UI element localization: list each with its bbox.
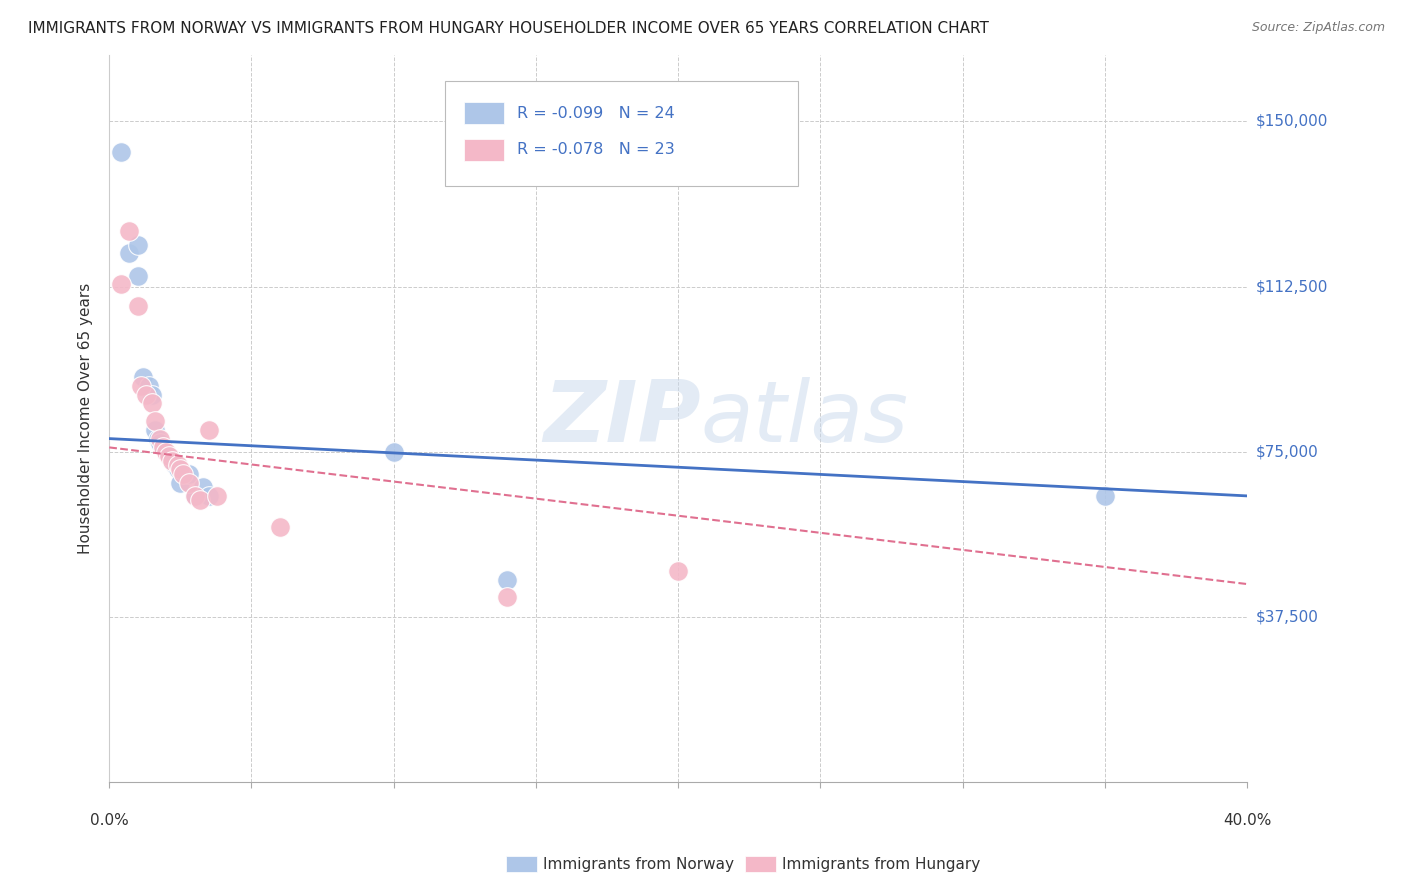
- Bar: [464, 139, 505, 161]
- Point: [129, 378, 152, 392]
- Point: [169, 475, 191, 490]
- Point: [146, 432, 169, 446]
- Point: [160, 453, 183, 467]
- Point: [496, 591, 519, 605]
- Text: $150,000: $150,000: [1256, 114, 1327, 128]
- Y-axis label: Householder Income Over 65 years: Householder Income Over 65 years: [79, 283, 93, 555]
- Point: [172, 467, 194, 481]
- Point: [188, 493, 211, 508]
- Bar: [464, 103, 505, 124]
- Point: [152, 441, 174, 455]
- Text: ZIP: ZIP: [543, 377, 700, 460]
- Point: [496, 573, 519, 587]
- Point: [166, 462, 188, 476]
- Point: [169, 462, 191, 476]
- Point: [198, 423, 221, 437]
- FancyBboxPatch shape: [444, 80, 797, 186]
- Point: [132, 370, 155, 384]
- Point: [138, 378, 160, 392]
- Point: [152, 441, 174, 455]
- Text: $112,500: $112,500: [1256, 279, 1327, 294]
- Point: [166, 458, 188, 472]
- Point: [127, 237, 149, 252]
- Point: [1094, 489, 1116, 503]
- Point: [163, 458, 186, 472]
- Text: $75,000: $75,000: [1256, 444, 1317, 459]
- Point: [177, 475, 200, 490]
- Point: [155, 445, 177, 459]
- Point: [149, 436, 172, 450]
- Point: [198, 489, 221, 503]
- Point: [118, 246, 141, 260]
- Point: [155, 445, 177, 459]
- Point: [143, 414, 166, 428]
- Point: [269, 520, 291, 534]
- Point: [149, 432, 172, 446]
- Text: IMMIGRANTS FROM NORWAY VS IMMIGRANTS FROM HUNGARY HOUSEHOLDER INCOME OVER 65 YEA: IMMIGRANTS FROM NORWAY VS IMMIGRANTS FRO…: [28, 21, 988, 36]
- Point: [207, 489, 229, 503]
- Point: [127, 299, 149, 313]
- Point: [141, 396, 163, 410]
- Point: [157, 449, 180, 463]
- Text: $37,500: $37,500: [1256, 609, 1319, 624]
- Point: [127, 268, 149, 283]
- Text: Source: ZipAtlas.com: Source: ZipAtlas.com: [1251, 21, 1385, 34]
- Point: [160, 453, 183, 467]
- Point: [143, 423, 166, 437]
- Text: R = -0.099   N = 24: R = -0.099 N = 24: [516, 106, 675, 120]
- Text: Immigrants from Hungary: Immigrants from Hungary: [782, 857, 980, 871]
- Point: [141, 387, 163, 401]
- Point: [135, 387, 157, 401]
- Point: [191, 480, 214, 494]
- Point: [110, 145, 132, 160]
- Text: atlas: atlas: [700, 377, 908, 460]
- Point: [157, 449, 180, 463]
- Point: [118, 224, 141, 238]
- Point: [183, 489, 205, 503]
- Point: [666, 564, 689, 578]
- Text: 40.0%: 40.0%: [1223, 813, 1271, 828]
- Text: Immigrants from Norway: Immigrants from Norway: [543, 857, 734, 871]
- Text: R = -0.078   N = 23: R = -0.078 N = 23: [516, 142, 675, 157]
- Point: [110, 277, 132, 292]
- Point: [177, 467, 200, 481]
- Point: [382, 445, 405, 459]
- Text: 0.0%: 0.0%: [90, 813, 128, 828]
- Point: [183, 489, 205, 503]
